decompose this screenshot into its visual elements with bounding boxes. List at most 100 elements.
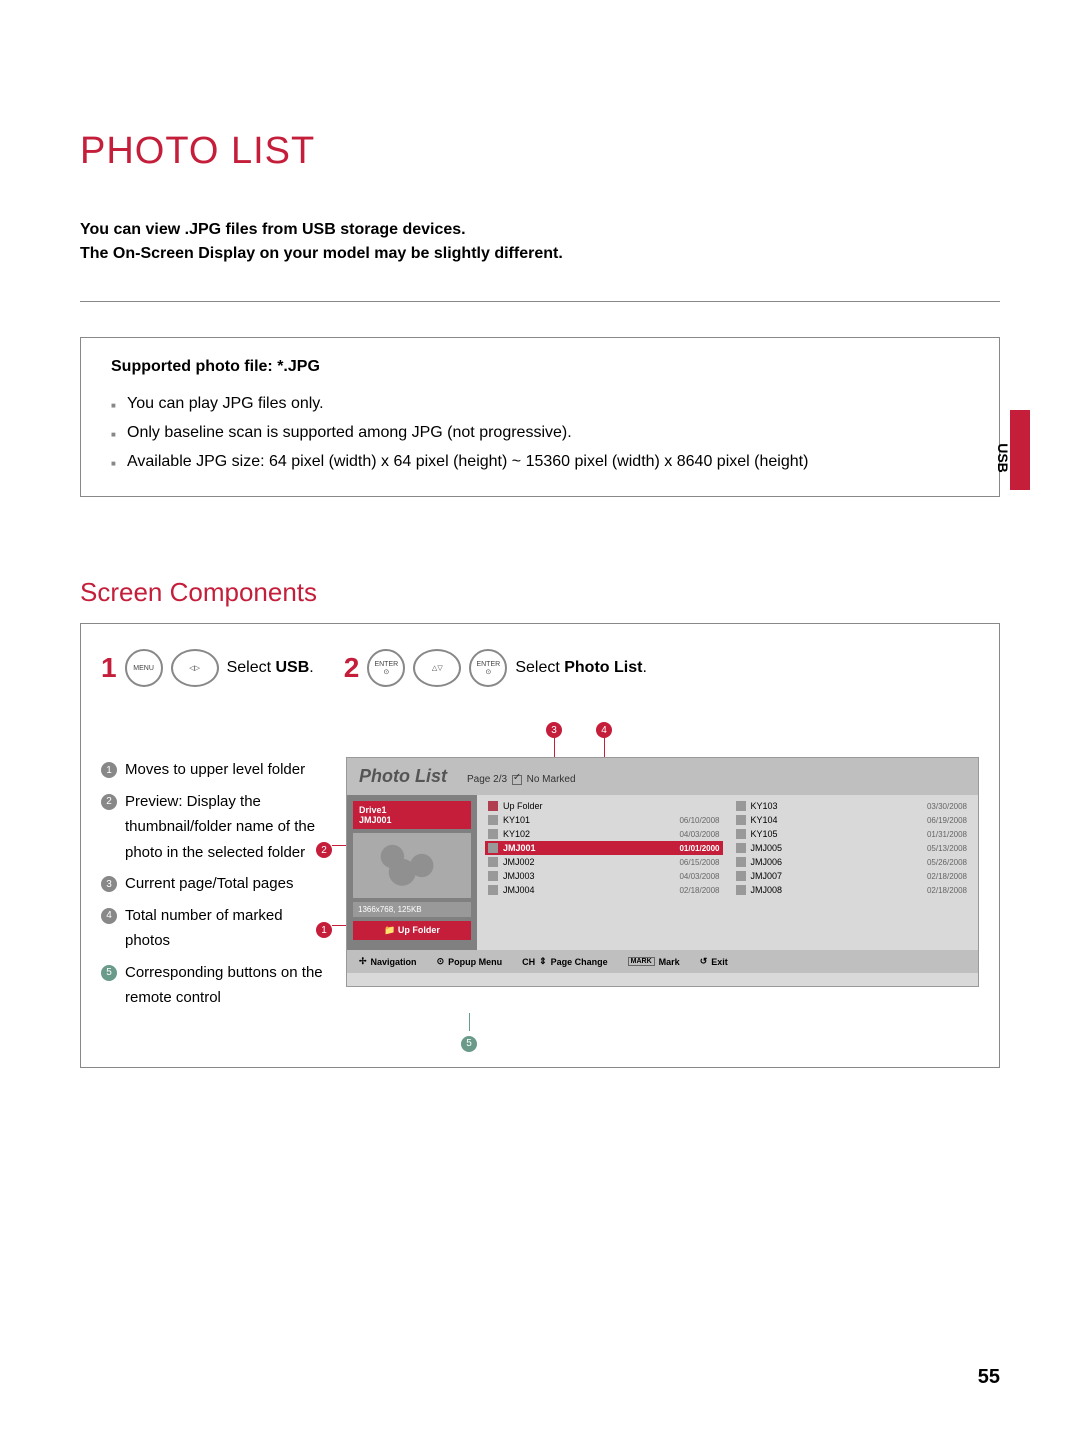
drive-box: Drive1 JMJ001	[353, 801, 471, 829]
file-icon	[488, 857, 498, 867]
file-row: JMJ008 02/18/2008	[733, 883, 971, 897]
file-row: JMJ001 01/01/2000	[485, 841, 723, 855]
file-row: KY101 06/10/2008	[485, 813, 723, 827]
page-info: Page 2/3 No Marked	[467, 774, 576, 785]
intro-text: You can view .JPG files from USB storage…	[80, 218, 1000, 266]
file-icon	[488, 815, 498, 825]
legend-item: 4Total number of marked photos	[101, 903, 331, 954]
screen-footer: ✢ Navigation ⊙ Popup Menu CH ⇕ Page Chan…	[347, 950, 978, 973]
file-name: JMJ008	[751, 885, 922, 895]
file-date: 04/03/2008	[679, 830, 719, 839]
side-label: USB	[995, 443, 1011, 473]
nav-button-icon: ◁ ▷	[171, 649, 219, 687]
step-number: 2	[344, 652, 360, 684]
file-date: 04/03/2008	[679, 872, 719, 881]
legend-item: 5Corresponding buttons on the remote con…	[101, 960, 331, 1011]
step-2: 2 ENTER⊙ △ ▽ ENTER⊙ Select Photo List.	[344, 649, 647, 687]
footer-nav: ✢ Navigation	[359, 956, 417, 967]
footer-popup: ⊙ Popup Menu	[437, 956, 503, 967]
up-folder-button: 📁 Up Folder	[353, 921, 471, 940]
file-row: KY105 01/31/2008	[733, 827, 971, 841]
file-date: 02/18/2008	[927, 886, 967, 895]
file-icon	[736, 815, 746, 825]
file-row: JMJ00206/15/2008	[485, 855, 723, 869]
file-row: KY10204/03/2008	[485, 827, 723, 841]
legend-badge: 4	[101, 908, 117, 924]
intro-line: The On-Screen Display on your model may …	[80, 242, 1000, 266]
check-icon	[512, 775, 522, 785]
section-title: Screen Components	[80, 577, 1000, 608]
file-icon	[736, 885, 746, 895]
enter-button-icon: ENTER⊙	[469, 649, 507, 687]
nav-button-icon: △ ▽	[413, 649, 461, 687]
file-name: JMJ005	[751, 843, 922, 853]
step-text-post: .	[309, 659, 313, 676]
legend-item: 1Moves to upper level folder	[101, 757, 331, 783]
step-text-pre: Select	[515, 659, 564, 676]
file-icon	[488, 885, 498, 895]
callout-1: 1	[316, 917, 332, 938]
file-name: KY104	[751, 815, 922, 825]
support-item: You can play JPG files only.	[111, 390, 969, 419]
page-title: PHOTO LIST	[80, 130, 1000, 173]
step-number: 1	[101, 652, 117, 684]
folder-up-icon: 📁	[384, 925, 398, 935]
legend-item: 2Preview: Display the thumbnail/folder n…	[101, 789, 331, 866]
file-icon	[736, 801, 746, 811]
file-icon	[736, 829, 746, 839]
file-row: JMJ00605/26/2008	[733, 855, 971, 869]
file-name: JMJ006	[751, 857, 922, 867]
file-name: JMJ004	[503, 885, 674, 895]
menu-button-icon: MENU	[125, 649, 163, 687]
file-icon	[488, 871, 498, 881]
file-name: KY105	[751, 829, 922, 839]
legend-badge: 5	[101, 965, 117, 981]
file-name: JMJ007	[751, 871, 922, 881]
file-date: 02/18/2008	[927, 872, 967, 881]
file-row: Up Folder	[485, 799, 723, 813]
file-date: 06/10/2008	[679, 816, 719, 825]
file-date: 01/31/2008	[927, 830, 967, 839]
support-item: Only baseline scan is supported among JP…	[111, 419, 969, 448]
step-text: Select USB.	[227, 659, 314, 677]
file-info: 1366x768, 125KB	[353, 902, 471, 917]
file-date: 03/30/2008	[927, 802, 967, 811]
legend-list: 1Moves to upper level folder 2Preview: D…	[101, 757, 331, 1017]
file-date: 05/13/2008	[927, 844, 967, 853]
callout-3: 3	[546, 717, 562, 738]
file-date: 06/19/2008	[927, 816, 967, 825]
file-icon	[488, 801, 498, 811]
diagram-box: 1 MENU ◁ ▷ Select USB. 2 ENTER⊙ △ ▽ ENTE…	[80, 623, 1000, 1068]
side-tab	[1010, 410, 1030, 490]
file-icon	[736, 871, 746, 881]
file-row: JMJ007 02/18/2008	[733, 869, 971, 883]
support-box: Supported photo file: *.JPG You can play…	[80, 337, 1000, 497]
footer-mark: MARK Mark	[628, 957, 680, 967]
file-date: 01/01/2000	[679, 844, 719, 853]
screen-title: Photo List	[359, 766, 447, 787]
file-name: JMJ001	[503, 843, 674, 853]
footer-exit: ↺ Exit	[700, 956, 728, 967]
file-name: JMJ003	[503, 871, 674, 881]
step-text: Select Photo List.	[515, 659, 647, 677]
file-name: Up Folder	[503, 801, 715, 811]
callout-badge: 2	[316, 842, 332, 858]
chevron-down-icon: ▽	[437, 664, 442, 672]
step-text-post: .	[642, 659, 646, 676]
file-row: KY103 03/30/2008	[733, 799, 971, 813]
callout-4: 4	[596, 717, 612, 738]
file-name: JMJ002	[503, 857, 674, 867]
intro-line: You can view .JPG files from USB storage…	[80, 218, 1000, 242]
file-icon	[736, 857, 746, 867]
file-row: KY104 06/19/2008	[733, 813, 971, 827]
tv-screen: Photo List Page 2/3 No Marked Drive1 JMJ…	[346, 757, 979, 987]
screen-body: Drive1 JMJ001 1366x768, 125KB 📁 Up Folde…	[347, 795, 978, 950]
step-text-pre: Select	[227, 659, 276, 676]
support-title: Supported photo file: *.JPG	[111, 358, 969, 376]
file-list: Up FolderKY10106/10/2008KY10204/03/2008J…	[477, 795, 978, 950]
file-name: KY101	[503, 815, 674, 825]
file-row: JMJ005 05/13/2008	[733, 841, 971, 855]
file-name: KY103	[751, 801, 922, 811]
legend-badge: 3	[101, 876, 117, 892]
support-item: Available JPG size: 64 pixel (width) x 6…	[111, 448, 969, 477]
